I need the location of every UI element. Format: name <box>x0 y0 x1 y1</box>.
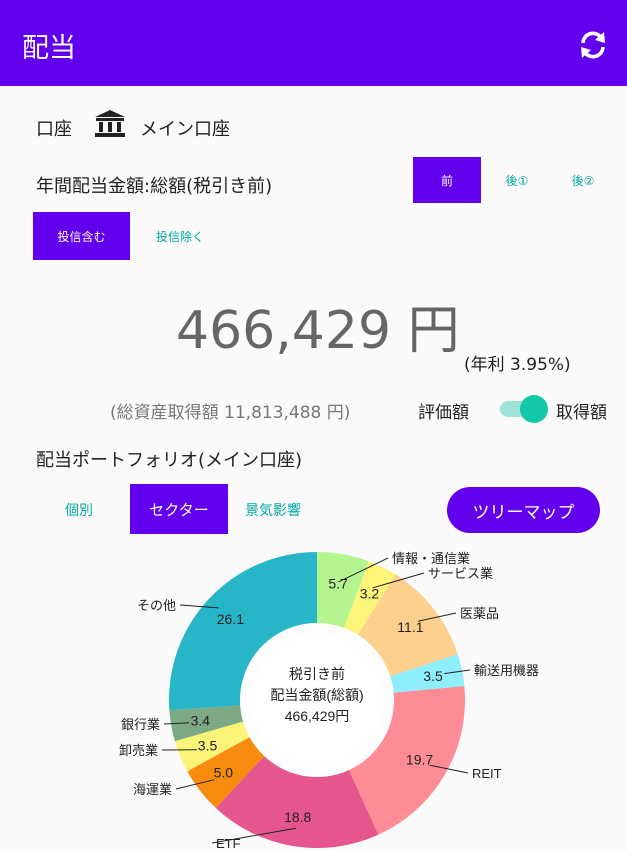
slice-2[interactable] <box>357 574 458 677</box>
callout-line-3 <box>444 669 471 675</box>
acquisition-label: 取得額 <box>556 403 607 423</box>
slice-label-6: 海運業 <box>133 782 172 797</box>
account-name[interactable]: メイン口座 <box>140 119 230 140</box>
slice-value-6: 5.0 <box>214 765 234 781</box>
slice-9[interactable] <box>169 552 317 711</box>
slice-label-9: その他 <box>137 598 176 613</box>
callout-line-0 <box>338 557 389 583</box>
treemap-button[interactable]: ツリーマップ <box>447 487 600 533</box>
slice-label-7: 卸売業 <box>119 743 158 758</box>
tab-individual[interactable]: 個別 <box>65 503 93 519</box>
slice-3[interactable] <box>390 654 465 693</box>
slice-value-9: 26.1 <box>217 611 244 627</box>
slice-label-2: 医薬品 <box>460 606 499 621</box>
callout-line-2 <box>417 612 457 622</box>
valuation-toggle[interactable] <box>500 394 550 423</box>
app-bar: 配当 <box>0 0 627 86</box>
slice-label-3: 輸送用機器 <box>474 663 539 678</box>
slice-value-7: 3.5 <box>198 737 218 753</box>
slice-6[interactable] <box>187 737 265 808</box>
center-text-3: 466,429円 <box>285 708 350 724</box>
slice-label-0: 情報・通信業 <box>392 551 470 566</box>
app-title: 配当 <box>22 33 76 64</box>
slice-value-1: 3.2 <box>360 586 380 602</box>
tab-before-tax[interactable]: 前 <box>413 157 481 203</box>
slice-value-2: 11.1 <box>397 619 423 635</box>
tab-business-impact[interactable]: 景気影響 <box>245 503 301 519</box>
donut-hole <box>251 634 383 766</box>
callout-line-5 <box>211 827 296 844</box>
slice-label-5: ETF <box>216 836 241 851</box>
callout-line-8 <box>163 722 190 725</box>
callout-line-1 <box>372 572 425 589</box>
slice-0[interactable] <box>317 552 369 628</box>
tab-sector[interactable]: セクター <box>130 484 228 534</box>
callout-line-4 <box>429 764 469 774</box>
annual-dividend-amount: 466,429 円 <box>176 301 460 361</box>
slice-1[interactable] <box>343 561 396 635</box>
refresh-icon[interactable] <box>576 28 610 62</box>
valuation-label: 評価額 <box>418 403 469 423</box>
exclude-funds-button[interactable]: 投信除く <box>155 229 204 244</box>
sector-donut-chart: 税引き前 配当金額(総額) 466,429円 5.7 情報・通信業 3.2 サービス業… <box>119 551 539 851</box>
annual-yield: (年利 3.95%) <box>464 355 571 375</box>
dividend-label: 年間配当金額:総額(税引き前) <box>36 176 273 197</box>
slice-5[interactable] <box>215 756 379 848</box>
portfolio-title: 配当ポートフォリオ(メイン口座) <box>36 450 303 471</box>
slice-value-5: 18.8 <box>284 809 311 825</box>
include-funds-button[interactable]: 投信含む <box>33 212 130 260</box>
tab-after-tax-2[interactable]: 後② <box>571 173 595 188</box>
slice-label-8: 銀行業 <box>121 717 160 732</box>
slice-label-4: REIT <box>472 766 502 781</box>
slice-8[interactable] <box>169 705 244 742</box>
slice-7[interactable] <box>174 721 250 772</box>
slice-value-0: 5.7 <box>328 575 348 591</box>
callout-line-6 <box>175 779 215 790</box>
total-acquisition: (総資産取得額 11,813,488 円) <box>110 403 351 423</box>
bank-icon <box>95 110 125 137</box>
center-text-1: 税引き前 <box>289 666 345 682</box>
center-text-2: 配当金額(総額) <box>270 687 363 703</box>
account-label: 口座 <box>36 119 72 140</box>
slice-value-4: 19.7 <box>406 751 433 767</box>
slice-value-8: 3.4 <box>191 713 211 729</box>
slice-label-1: サービス業 <box>428 566 493 581</box>
slice-4[interactable] <box>348 686 466 835</box>
slice-value-3: 3.5 <box>423 668 443 684</box>
tab-after-tax-1[interactable]: 後① <box>505 173 529 188</box>
callout-line-9 <box>179 604 219 609</box>
toggle-thumb <box>520 395 548 423</box>
